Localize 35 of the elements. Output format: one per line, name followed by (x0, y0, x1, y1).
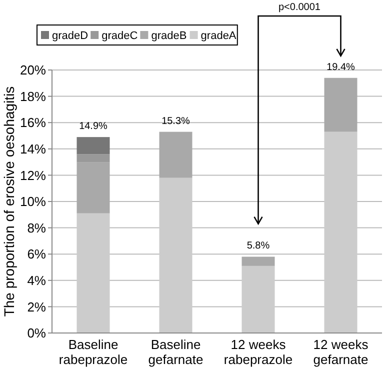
y-tick-label: 14% (20, 141, 46, 156)
bar (76, 213, 110, 333)
total-label: 14.9% (79, 121, 108, 132)
y-tick-label: 8% (27, 220, 46, 236)
bar (324, 78, 358, 132)
text: p<0.0001 (278, 2, 321, 13)
x-tick-label: 12 weeks rabeprazole (224, 337, 293, 367)
x-tick-label: Baseline rabeprazole (58, 337, 128, 367)
legend-label: gradeA (200, 30, 237, 42)
legend-label: gradeB (151, 30, 187, 42)
bar (76, 162, 110, 214)
bar (76, 137, 110, 154)
bar (324, 132, 358, 333)
y-tick-label: 0% (27, 326, 46, 341)
bar (159, 178, 192, 333)
y-tick-label: 16% (20, 115, 46, 130)
total-label: 19.4% (326, 62, 356, 73)
x-tick-label: Baseline gefarnate (148, 337, 204, 367)
legend-label: gradeC (102, 30, 138, 42)
bar (159, 132, 192, 178)
total-label: 15.3% (162, 116, 190, 127)
y-tick-label: 12% (20, 168, 46, 183)
y-tick-label: 6% (27, 246, 46, 262)
y-tick-label: 4% (27, 272, 46, 288)
y-axis-title: The proportion of erosive oesohagitis (1, 86, 17, 317)
y-tick-label: 20% (20, 62, 46, 78)
bar (76, 154, 110, 162)
bar (242, 256, 275, 266)
total-label: 5.8% (246, 240, 270, 252)
bar (242, 266, 275, 333)
y-tick-label: 10% (20, 194, 46, 210)
x-tick-label: 12 weeks gefarnate (313, 337, 369, 367)
y-tick-label: 2% (27, 299, 46, 314)
y-tick-label: 18% (20, 88, 46, 104)
legend-label: gradeD (52, 30, 88, 42)
